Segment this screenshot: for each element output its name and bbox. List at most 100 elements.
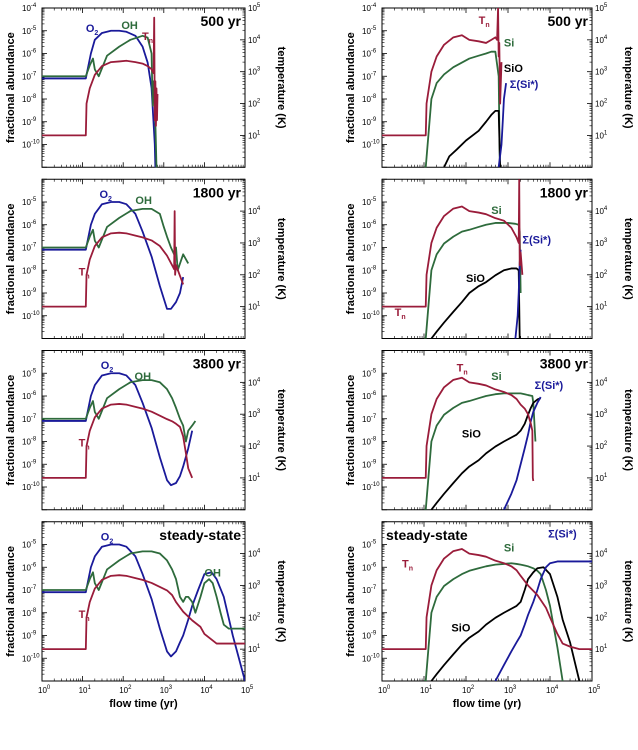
y2-tick-label: 102 (595, 99, 608, 109)
y-tick-label: 10-5 (362, 26, 377, 36)
plot-frame (381, 7, 593, 168)
y-tick-label: 10-7 (362, 414, 377, 424)
curve-label: Si (491, 205, 501, 217)
curve-label: SiO (504, 63, 523, 75)
y-tick-label: 10-7 (22, 243, 37, 253)
y2-tick-label: 102 (248, 441, 261, 451)
y2-axis-label: temperature (K) (622, 389, 634, 471)
y2-tick-label: 103 (248, 409, 261, 419)
y-axis-label: fractional abundance (5, 204, 17, 315)
y-tick-label: 10-5 (362, 540, 377, 550)
panel-title: 3800 yr (193, 356, 242, 372)
y2-tick-label: 101 (595, 302, 608, 312)
y-tick-label: 10-10 (22, 140, 40, 150)
curve-label: SiO (451, 622, 470, 634)
y-tick-label: 10-10 (362, 482, 380, 492)
series-group (382, 376, 542, 510)
y2-tick-label: 102 (248, 270, 261, 280)
series-line-si (424, 562, 564, 681)
chart-panel: 100 101 102 103 104 105 flow time (yr) 10-5 10-6… (345, 521, 634, 710)
y-tick-label: 10-9 (22, 117, 37, 127)
y-tick-label: 10-10 (22, 311, 40, 321)
series-line-tn (42, 16, 159, 137)
y-tick-label: 10-8 (362, 608, 377, 618)
y2-tick-label: 101 (595, 473, 608, 483)
series-line-oh (42, 34, 158, 168)
y-tick-label: 10-10 (362, 653, 380, 663)
y2-tick-label: 103 (595, 67, 608, 77)
curve-label: OH (204, 567, 221, 579)
y2-axis-label: temperature (K) (275, 218, 287, 300)
series-group (42, 372, 197, 487)
curve-label: Tn (457, 362, 468, 376)
series-line-sio (430, 267, 521, 339)
y-tick-label: 10-7 (22, 414, 37, 424)
curve-label: OH (135, 195, 152, 207)
plot-frame (41, 7, 246, 168)
y2-tick-label: 105 (595, 3, 608, 13)
curve-label: Tn (402, 558, 413, 572)
series-line-oh (42, 550, 245, 630)
chart-panel: 10-4 10-5 10-6 10-7 10-8 10-9 10-10 105 104 103 10… (5, 3, 287, 168)
curve-label: Σ(Si*) (522, 234, 551, 246)
y-tick-label: 10-10 (22, 653, 40, 663)
y-tick-label: 10-5 (22, 197, 37, 207)
y-tick-label: 10-9 (362, 631, 377, 641)
plot-frame (381, 521, 593, 682)
curve-label: Σ(Si*) (535, 380, 564, 392)
curve-label: Σ(Si*) (510, 79, 539, 91)
y2-tick-label: 103 (248, 67, 261, 77)
curve-label: Σ(Si*) (548, 529, 577, 541)
y-tick-label: 10-7 (22, 585, 37, 595)
y2-tick-label: 103 (595, 238, 608, 248)
y-tick-label: 10-9 (362, 459, 377, 469)
plot-frame (381, 350, 593, 511)
series-line-tn (382, 548, 592, 651)
chart-panel: 10-5 10-6 10-7 10-8 10-9 10-10 104 103 102 101 fra… (5, 350, 287, 511)
plot-frame (41, 178, 246, 339)
series-line-sio (430, 397, 542, 510)
y2-tick-label: 101 (248, 473, 261, 483)
x-tick-label: 100 (38, 685, 51, 695)
y2-tick-label: 101 (248, 130, 261, 140)
y-tick-label: 10-5 (362, 197, 377, 207)
y2-tick-label: 102 (248, 99, 261, 109)
chart-panel: 100 101 102 103 104 105 flow time (yr) 10-5 10-6… (5, 521, 287, 710)
y-tick-label: 10-6 (22, 391, 37, 401)
y-tick-label: 10-5 (22, 540, 37, 550)
series-line-tn (382, 376, 535, 482)
y-tick-label: 10-7 (362, 243, 377, 253)
chart-panel: 10-5 10-6 10-7 10-8 10-9 10-10 104 103 102 101 fra… (5, 178, 287, 339)
y-tick-label: 10-6 (22, 220, 37, 230)
series-line-oh (42, 379, 197, 443)
y-tick-label: 10-6 (362, 220, 377, 230)
y-tick-label: 10-6 (22, 562, 37, 572)
y-tick-label: 10-8 (362, 265, 377, 275)
curve-label: O2 (86, 23, 99, 37)
panel-title: 500 yr (201, 13, 242, 29)
plot-frame (41, 350, 246, 511)
y-tick-label: 10-8 (22, 265, 37, 275)
curve-label: Tn (79, 266, 90, 280)
series-line-tn (42, 210, 185, 308)
y2-tick-label: 103 (248, 238, 261, 248)
y-tick-label: 10-9 (362, 117, 377, 127)
y2-axis-label: temperature (K) (275, 389, 287, 471)
y2-axis-label: temperature (K) (622, 560, 634, 642)
y2-axis-label: temperature (K) (622, 47, 634, 129)
y2-axis-label: temperature (K) (275, 560, 287, 642)
y2-tick-label: 104 (595, 549, 608, 559)
x-tick-label: 101 (79, 685, 92, 695)
y-axis-label: fractional abundance (345, 375, 357, 486)
y2-tick-label: 102 (595, 441, 608, 451)
series-line-tn (42, 574, 245, 651)
y2-tick-label: 101 (248, 302, 261, 312)
series-group (42, 201, 190, 310)
y-tick-label: 10-6 (362, 49, 377, 59)
y-tick-label: 10-9 (22, 631, 37, 641)
curve-label: O2 (101, 531, 114, 545)
series-line-tn (382, 179, 524, 308)
curve-label: Tn (142, 31, 153, 45)
curve-label: OH (135, 371, 152, 383)
